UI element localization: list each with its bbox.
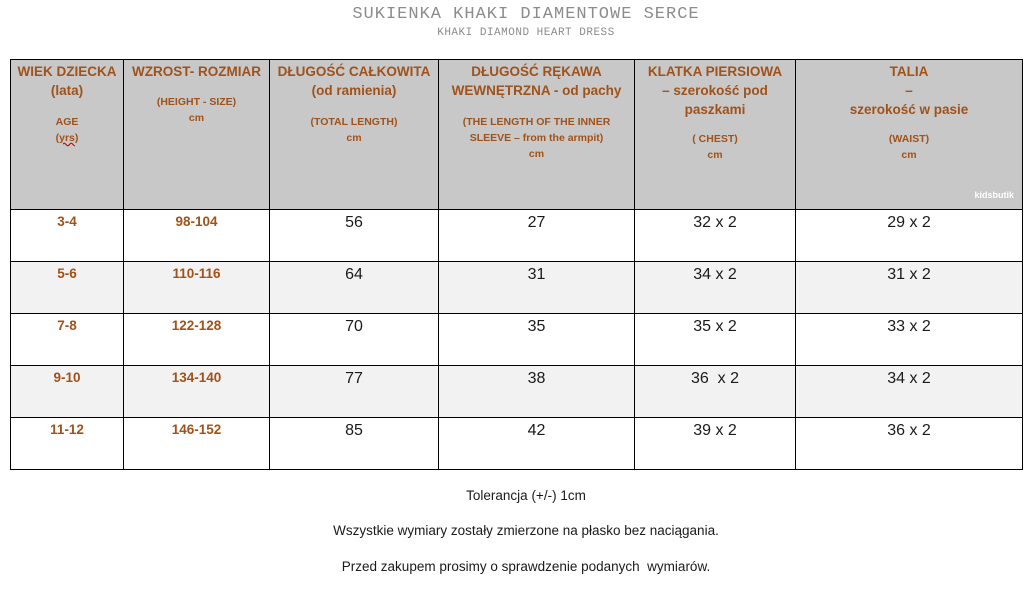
cell-age: 9-10 xyxy=(10,365,124,418)
cell-sleeve: 35 xyxy=(438,313,635,366)
cell-size: 110-116 xyxy=(123,261,270,314)
header-age-sub-prefix: AGE ( xyxy=(55,116,79,144)
page-subtitle: KHAKI DIAMOND HEART DRESS xyxy=(437,27,615,39)
table-row: 5-6 110-116 64 31 34 x 2 31 x 2 xyxy=(10,261,1023,314)
header-age-yrs: yrs xyxy=(59,132,75,144)
cell-size: 134-140 xyxy=(123,365,270,418)
cell-size: 98-104 xyxy=(123,209,270,262)
cell-waist: 36 x 2 xyxy=(795,417,1023,470)
header-height-size-main: WZROST- ROZMIAR xyxy=(132,64,261,79)
header-age: WIEK DZIECKA (lata) AGE (yrs) xyxy=(10,59,124,210)
check-before-purchase-note: Przed zakupem prosimy o sprawdzenie poda… xyxy=(341,559,711,574)
header-chest-main: KLATKA PIERSIOWA – szerokość pod paszkam… xyxy=(647,64,783,117)
cell-chest: 36 x 2 xyxy=(634,365,796,418)
cell-sleeve: 38 xyxy=(438,365,635,418)
header-waist-sub: (WAIST) cm xyxy=(888,133,930,161)
header-total-length-main: DŁUGOŚĆ CAŁKOWITA (od ramienia) xyxy=(277,64,431,98)
table-row: 9-10 134-140 77 38 36 x 2 34 x 2 xyxy=(10,365,1023,418)
header-age-sub-suffix: ) xyxy=(74,132,79,144)
table-row: 7-8 122-128 70 35 35 x 2 33 x 2 xyxy=(10,313,1023,366)
cell-age: 3-4 xyxy=(10,209,124,262)
cell-waist: 31 x 2 xyxy=(795,261,1023,314)
header-chest-sub: ( CHEST) cm xyxy=(692,133,738,161)
cell-length: 64 xyxy=(269,261,439,314)
cell-waist: 34 x 2 xyxy=(795,365,1023,418)
cell-sleeve: 42 xyxy=(438,417,635,470)
header-sleeve-length: DŁUGOŚĆ RĘKAWA WEWNĘTRZNA - od pachy (TH… xyxy=(438,59,635,210)
table-header-row: WIEK DZIECKA (lata) AGE (yrs) WZROST- RO… xyxy=(10,59,1023,210)
header-sleeve-length-main: DŁUGOŚĆ RĘKAWA WEWNĘTRZNA - od pachy xyxy=(451,64,622,98)
cell-waist: 29 x 2 xyxy=(795,209,1023,262)
cell-chest: 34 x 2 xyxy=(634,261,796,314)
header-waist-main: TALIA – szerokość w pasie xyxy=(849,64,969,117)
cell-length: 77 xyxy=(269,365,439,418)
cell-chest: 35 x 2 xyxy=(634,313,796,366)
header-height-size: WZROST- ROZMIAR (HEIGHT - SIZE) cm xyxy=(123,59,270,210)
cell-length: 85 xyxy=(269,417,439,470)
cell-waist: 33 x 2 xyxy=(795,313,1023,366)
cell-age: 11-12 xyxy=(10,417,124,470)
watermark-logo: kidsbutik xyxy=(974,190,1014,200)
tolerance-note: Tolerancja (+/-) 1cm xyxy=(466,488,586,503)
table-row: 11-12 146-152 85 42 39 x 2 36 x 2 xyxy=(10,417,1023,470)
cell-size: 146-152 xyxy=(123,417,270,470)
table-row: 3-4 98-104 56 27 32 x 2 29 x 2 xyxy=(10,209,1023,262)
cell-sleeve: 27 xyxy=(438,209,635,262)
header-age-main: WIEK DZIECKA (lata) xyxy=(17,64,117,98)
cell-size: 122-128 xyxy=(123,313,270,366)
header-total-length-sub: (TOTAL LENGTH) cm xyxy=(310,116,398,144)
cell-age: 5-6 xyxy=(10,261,124,314)
cell-length: 56 xyxy=(269,209,439,262)
header-total-length: DŁUGOŚĆ CAŁKOWITA (od ramienia) (TOTAL L… xyxy=(269,59,439,210)
cell-chest: 32 x 2 xyxy=(634,209,796,262)
flat-measure-note: Wszystkie wymiary zostały zmierzone na p… xyxy=(333,523,719,538)
cell-age: 7-8 xyxy=(10,313,124,366)
header-chest: KLATKA PIERSIOWA – szerokość pod paszkam… xyxy=(634,59,796,210)
cell-sleeve: 31 xyxy=(438,261,635,314)
header-height-size-sub: (HEIGHT - SIZE) cm xyxy=(156,96,237,124)
size-chart-table: WIEK DZIECKA (lata) AGE (yrs) WZROST- RO… xyxy=(10,59,1023,470)
header-age-sub: AGE (yrs) xyxy=(11,114,123,146)
page-title: SUKIENKA KHAKI DIAMENTOWE SERCE xyxy=(352,5,700,24)
cell-length: 70 xyxy=(269,313,439,366)
cell-chest: 39 x 2 xyxy=(634,417,796,470)
header-waist: TALIA – szerokość w pasie (WAIST) cm kid… xyxy=(795,59,1023,210)
header-sleeve-length-sub: (THE LENGTH OF THE INNER SLEEVE – from t… xyxy=(462,116,611,160)
